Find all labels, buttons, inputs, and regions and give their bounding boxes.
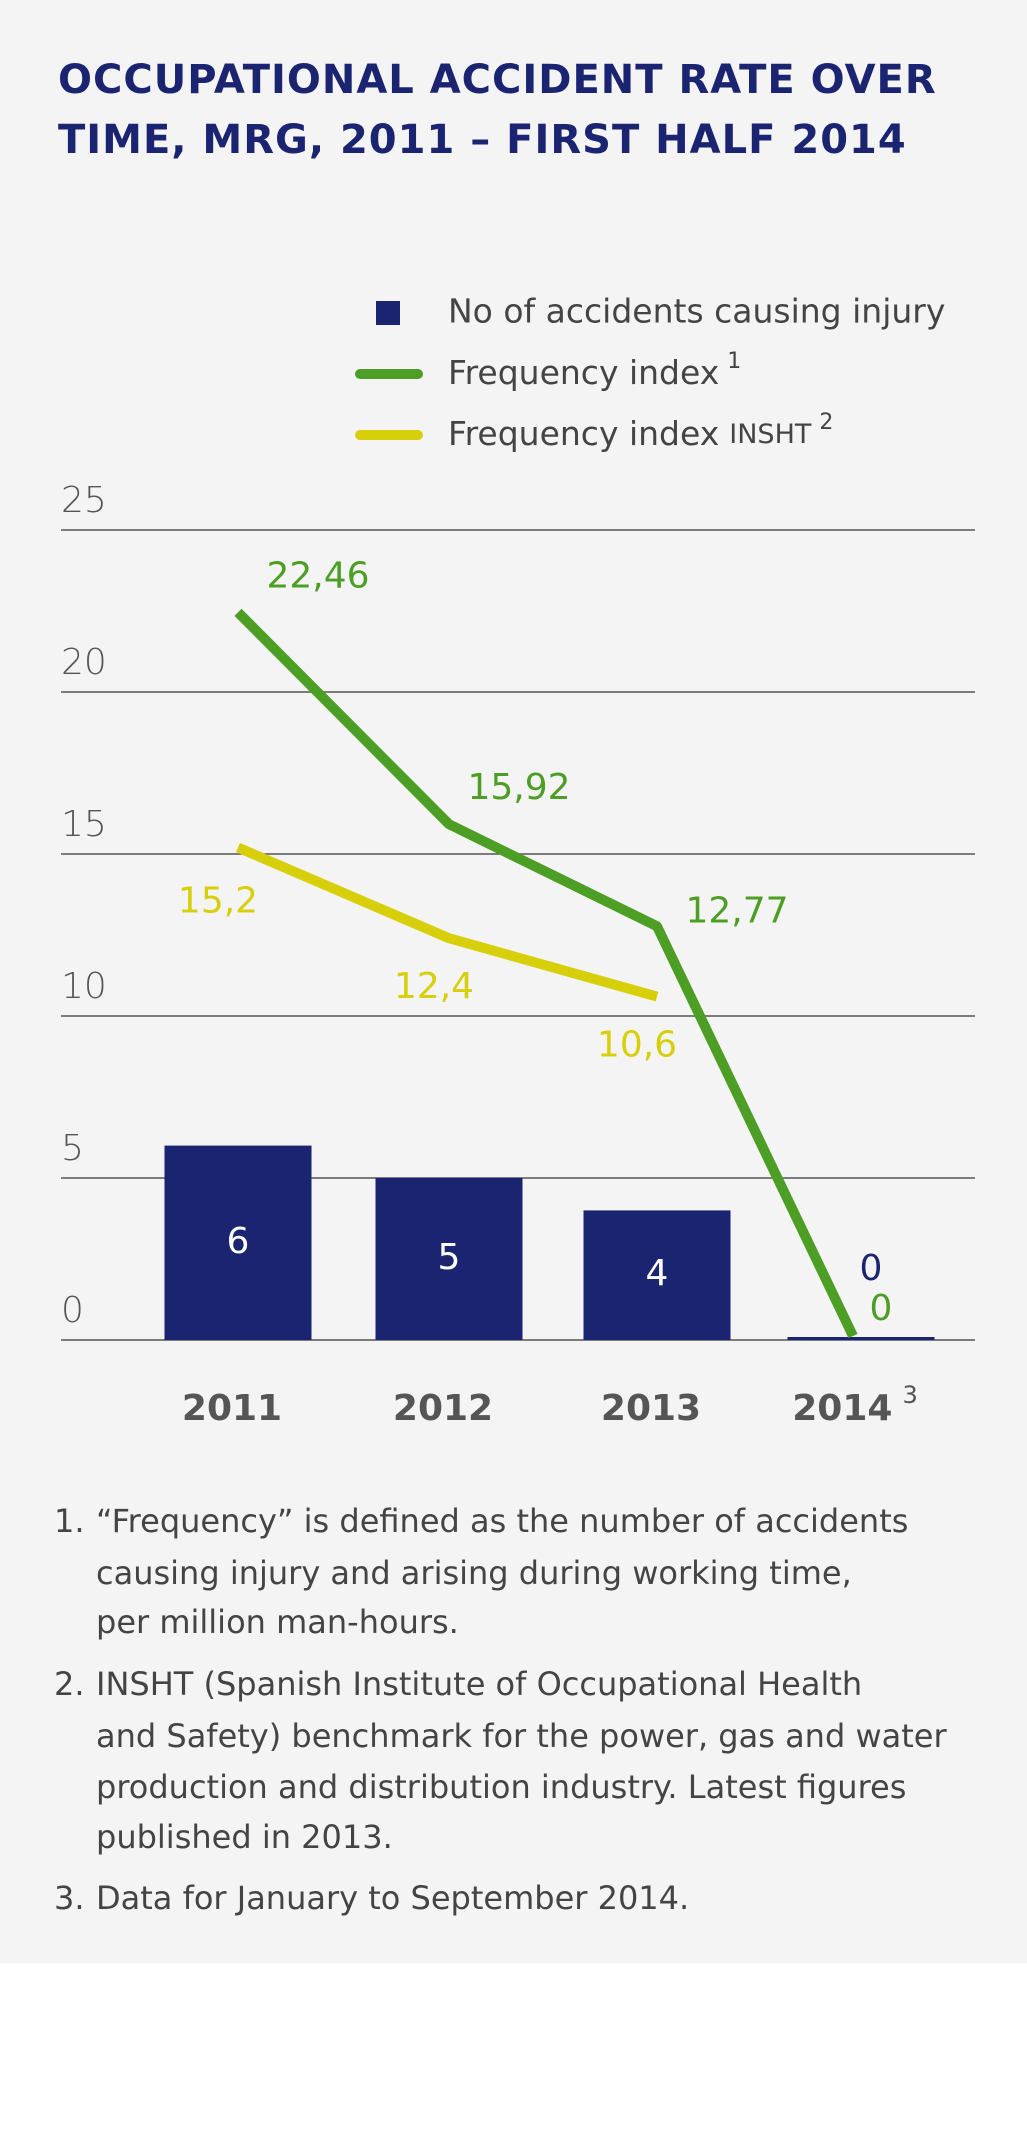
legend-name: Frequency index [448,353,719,392]
footnote-text: “Frequency” is defined as the number of … [96,1502,908,1540]
y-tick-label: 5 [61,1128,84,1169]
x-tick-label: 2014 3 [792,1381,917,1429]
legend-label: No of accidents causing injury [448,292,945,331]
footnote-text: and Safety) benchmark for the power, gas… [96,1717,947,1755]
footnote-text: Data for January to September 2014. [96,1879,689,1917]
category-note: 3 [902,1381,917,1409]
legend-label: Frequency index INSHT 2 [448,410,833,453]
x-tick-label: 2013 [601,1388,701,1429]
bar-value-label: 4 [646,1253,669,1294]
y-tick-label: 0 [61,1290,84,1331]
category: 2011 [182,1388,282,1429]
bar-value-label: 0 [860,1248,883,1289]
panel-background [0,0,1027,1963]
x-tick-label: 2011 [182,1388,282,1429]
chart-title: OCCUPATIONAL ACCIDENT RATE OVER [58,57,937,103]
legend-suffix: INSHT [729,419,812,450]
legend-note: 1 [727,349,741,374]
line-series [234,608,858,1339]
y-tick-label: 25 [61,480,107,521]
bar [787,1337,935,1340]
category: 2012 [393,1388,493,1429]
legend-label: Frequency index 1 [448,349,741,392]
footnote-text: published in 2013. [96,1818,393,1856]
y-tick-label: 20 [61,642,107,683]
line-value-label: 0 [870,1288,893,1329]
x-tick-label: 2012 [393,1388,493,1429]
footnote-marker: 3. [54,1879,85,1917]
legend-note: 2 [819,410,833,435]
footnote-marker: 1. [54,1502,85,1540]
footnote-text: INSHT (Spanish Institute of Occupational… [96,1665,862,1703]
line-series [236,842,659,1002]
bar-value-label: 5 [438,1237,461,1278]
chart-title: TIME, MRG, 2011 – FIRST HALF 2014 [58,117,907,163]
bar [583,1210,731,1340]
bar [375,1178,523,1340]
line-value-label: 22,46 [266,555,369,596]
legend-name: Frequency index [448,414,719,453]
footnote-text: per million man-hours. [96,1603,459,1641]
footnote-text: causing injury and arising during workin… [96,1554,852,1592]
line-value-label: 10,6 [597,1025,677,1066]
footnote-marker: 2. [54,1665,85,1703]
y-tick-label: 10 [61,966,107,1007]
category: 2014 [792,1388,892,1429]
line-value-label: 12,77 [685,890,788,931]
line-value-label: 12,4 [394,966,474,1007]
footnote-text: production and distribution industry. La… [96,1768,906,1806]
y-tick-label: 15 [61,804,107,845]
line-value-label: 15,2 [178,881,258,922]
bar [164,1145,312,1340]
category: 2013 [601,1388,701,1429]
legend-swatch [376,301,400,325]
bar-value-label: 6 [227,1221,250,1262]
line-value-label: 15,92 [467,767,570,808]
